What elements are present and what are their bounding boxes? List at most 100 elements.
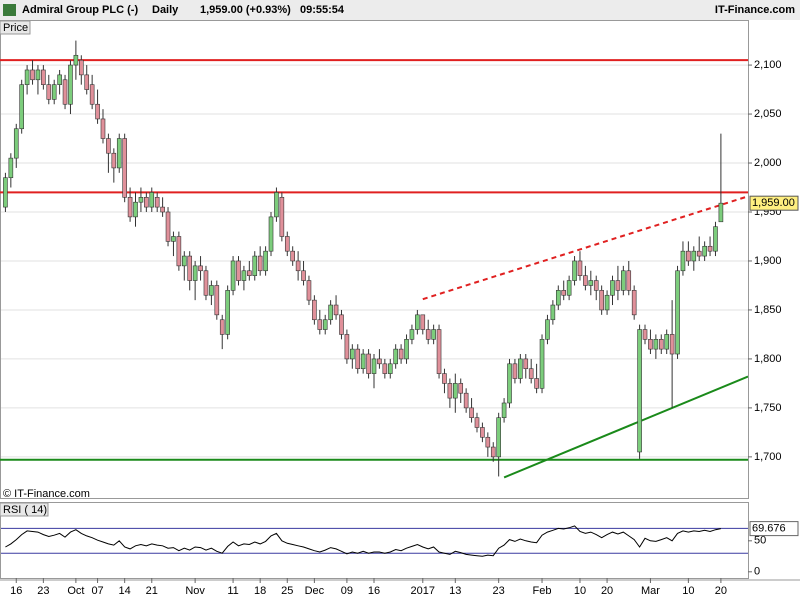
candle-body [8,157,14,179]
candle-body [13,128,19,159]
candle-body [252,255,258,276]
candle-body [41,69,46,85]
candle-body [84,74,90,90]
x-tick-label: 10 [682,585,694,597]
candle-body [480,427,485,438]
candle-body [425,329,431,340]
trend-line [422,195,748,301]
candle-body [57,74,62,85]
app-icon [3,4,16,16]
candle-body [241,270,247,281]
candle-body [680,250,686,272]
rsi-panel-title: RSI ( 14) [3,504,47,516]
candle-body [209,285,214,296]
candle-body [431,329,436,340]
candle-body [626,270,632,291]
candle-body [691,250,697,262]
candle-body [713,226,718,252]
candle-body [19,84,24,130]
x-tick-label: 23 [37,585,49,597]
y-tick-label: 2,050 [754,108,782,120]
candle-body [501,402,507,418]
candle-body [154,197,160,208]
candle-body [631,290,637,316]
candle-body [284,236,290,252]
candle-body [165,211,171,242]
x-tick-label: 18 [254,585,266,597]
candle-body [409,329,415,340]
candle-body [593,280,599,291]
candle-body [658,339,664,350]
candle-body [312,299,317,321]
candle-body [51,84,57,100]
trend-line [503,375,748,479]
candle-body [442,373,447,384]
candle-body [610,280,615,296]
candle-body [518,358,523,379]
candle-body [539,339,545,389]
candle-body [360,353,366,370]
quote: 1,959.00 (+0.93%) [200,4,291,16]
candle-body [355,348,361,370]
x-tick-label: Feb [533,585,552,597]
candle-body [577,260,583,276]
candle-body [675,270,680,355]
candle-body [561,290,567,296]
candle-body [144,197,149,208]
candle-body [122,138,127,198]
candle-body [138,197,144,203]
candle-body [274,192,279,218]
candle-body [453,383,458,399]
y-tick-label: 1,900 [754,255,782,267]
candle-body [322,319,328,330]
candle-body [301,270,306,281]
x-tick-label: Dec [305,585,325,597]
candle-body [387,363,393,374]
candle-body [35,69,41,81]
y-tick-label: 1,700 [754,451,782,463]
candle-body [247,270,252,276]
candle-body [106,138,111,154]
candle-body [469,407,474,418]
candle-body [436,329,442,374]
candle-body [393,348,398,365]
watermark: © IT-Finance.com [3,488,90,500]
candle-body [171,236,176,242]
panel-tag [0,502,49,517]
time: 09:55:54 [300,4,345,16]
candle-body [686,250,691,262]
candle-body [230,260,236,291]
x-tick-label: Mar [641,585,660,597]
candle-body [263,250,268,272]
y-tick-label: 0 [754,566,760,578]
last-value-label: 69.676 [752,523,786,535]
candle-body [317,319,323,330]
candle-body [46,84,52,100]
candle-body [371,358,377,374]
candle-body [528,368,534,379]
x-tick-label: 10 [574,585,586,597]
candle-body [512,363,518,379]
x-tick-label: 20 [601,585,613,597]
panel-tag [0,20,31,35]
candle-body [702,245,707,257]
candle-body [328,304,333,321]
candle-body [24,69,30,85]
candle-body [523,358,529,370]
instrument-name: Admiral Group PLC (-) [22,4,138,16]
candle-body [111,152,117,169]
candle-body [79,59,84,76]
candle-body [133,201,138,218]
candle-body [382,363,388,374]
candle-body [377,358,382,365]
y-tick-label: 2,100 [754,59,782,71]
rsi-line [5,525,721,557]
candle-body [555,290,561,306]
period: Daily [152,4,179,16]
brand: IT-Finance.com [715,4,795,16]
candle-body [653,339,659,350]
y-tick-label: 1,800 [754,353,782,365]
candle-body [707,245,713,252]
candle-body [404,339,409,360]
